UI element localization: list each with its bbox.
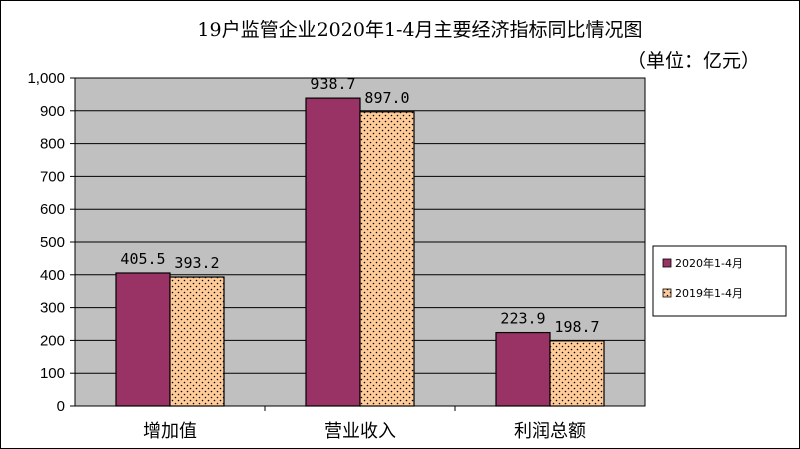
data-label: 938.7: [310, 75, 355, 93]
data-label: 393.2: [174, 254, 219, 272]
data-label: 897.0: [364, 89, 409, 107]
y-tick-label: 800: [40, 136, 65, 153]
x-category-label: 利润总额: [514, 421, 586, 442]
y-tick-label: 1,000: [27, 70, 65, 87]
y-tick-label: 900: [40, 103, 65, 120]
data-label: 198.7: [554, 318, 599, 336]
legend-label: 2020年1-4月: [675, 256, 743, 270]
legend-box: [652, 245, 787, 317]
bar-2020-2: [495, 331, 551, 407]
bar-2020-0: [115, 272, 171, 407]
chart-title: 19户监管企业2020年1-4月主要经济指标同比情况图: [197, 19, 642, 41]
legend-swatch: [662, 288, 672, 298]
legend-label: 2019年1-4月: [675, 286, 743, 300]
legend-swatch: [662, 258, 672, 268]
bar-2019-1: [359, 111, 415, 407]
data-label: 223.9: [500, 310, 545, 328]
y-tick-label: 600: [40, 201, 65, 218]
unit-note: （单位：亿元）: [627, 50, 760, 72]
y-tick-label: 200: [40, 332, 65, 349]
bar-2019-0: [169, 276, 225, 407]
x-category-label: 营业收入: [324, 421, 396, 442]
y-tick-label: 0: [57, 398, 65, 415]
y-tick-label: 100: [40, 365, 65, 382]
y-tick-label: 700: [40, 168, 65, 185]
y-tick-label: 400: [40, 267, 65, 284]
y-tick-label: 500: [40, 234, 65, 251]
x-category-label: 增加值: [143, 421, 197, 442]
data-label: 405.5: [120, 250, 165, 268]
y-tick-label: 300: [40, 300, 65, 317]
bar-2020-1: [305, 97, 361, 407]
bar-2019-2: [549, 340, 605, 407]
